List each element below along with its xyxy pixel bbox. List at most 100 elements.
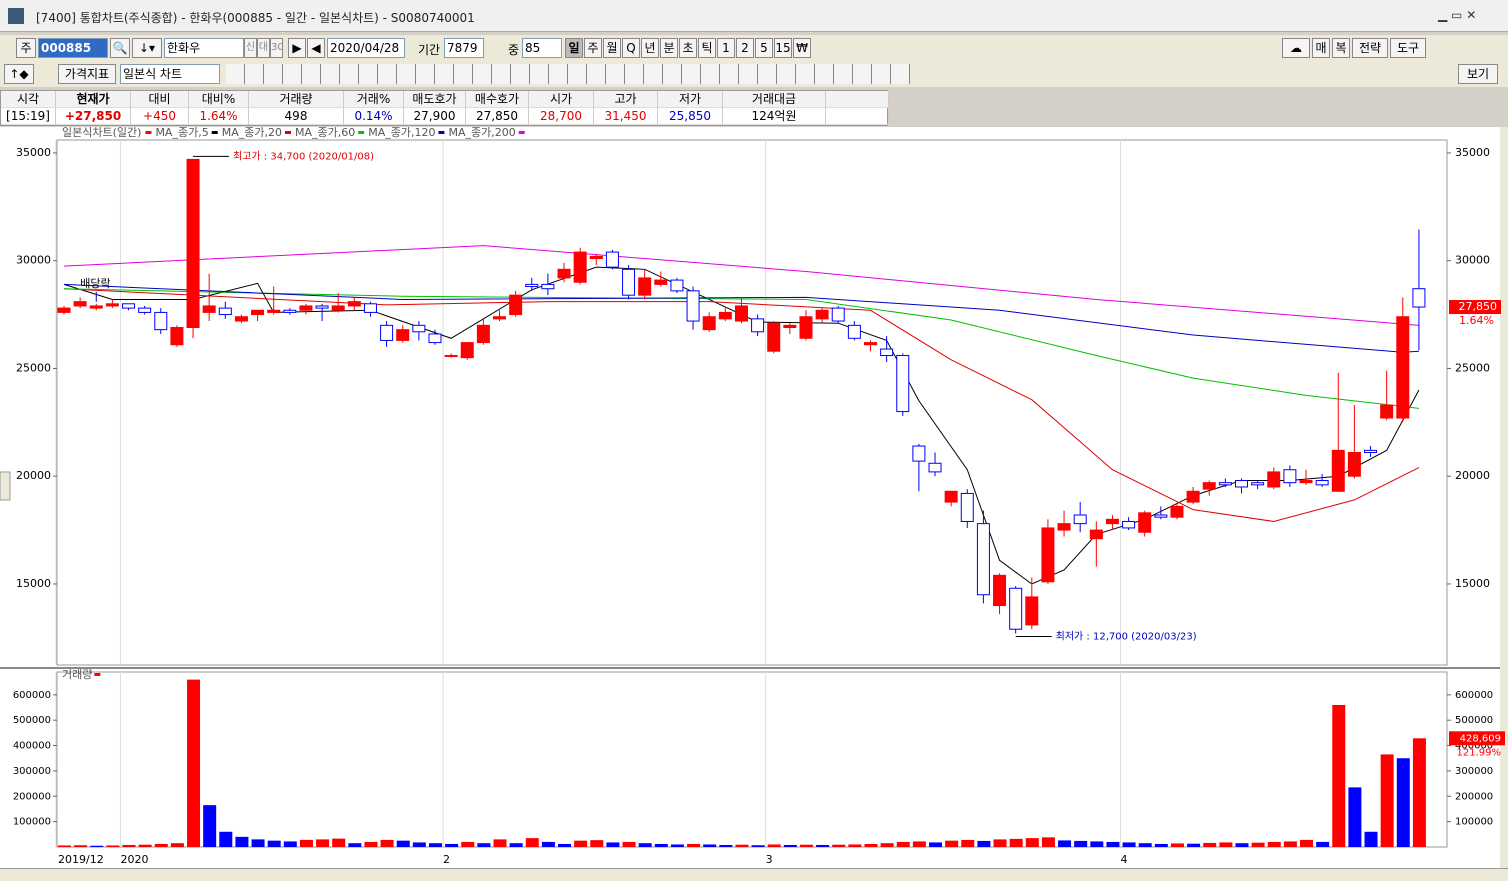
candle-body: [976, 523, 990, 596]
quote-header: 매도호가: [404, 91, 466, 108]
candle-body: [363, 303, 377, 313]
volume-bar: [170, 843, 184, 847]
sort-btn[interactable]: ↓▾: [132, 38, 162, 58]
candle-body: [622, 268, 636, 296]
right-button[interactable]: 도구: [1390, 38, 1426, 58]
arrows-btn[interactable]: ↑◆: [4, 64, 34, 84]
volume-bar: [670, 844, 684, 847]
candle-body: [1283, 469, 1297, 484]
volume-bar: [58, 845, 71, 847]
quote-header: 시가: [529, 91, 594, 108]
candle-body: [831, 307, 845, 322]
candle-body: [1073, 514, 1087, 525]
quote-header: 저가: [658, 91, 723, 108]
period-button[interactable]: ₩: [793, 38, 811, 58]
window-controls[interactable]: ▁ ▭ ✕: [1438, 8, 1477, 22]
y-tick-label: 30000: [16, 254, 51, 267]
candle-body: [767, 322, 781, 352]
volume-bar: [332, 838, 346, 847]
candle-body: [944, 490, 958, 503]
count-input[interactable]: 85: [522, 38, 562, 58]
candle-body: [1170, 505, 1184, 518]
left-handle: [0, 471, 11, 501]
name-input[interactable]: 한화우: [164, 38, 244, 58]
right-button[interactable]: 매: [1312, 38, 1330, 58]
volume-bar: [477, 843, 491, 847]
date-input[interactable]: 2020/04/28: [327, 38, 405, 58]
search-btn[interactable]: 🔍: [110, 38, 130, 58]
quote-cell: 25,850: [658, 108, 723, 125]
period-input[interactable]: 7879: [444, 38, 484, 58]
candle-body: [331, 305, 345, 311]
volume-bar: [977, 840, 991, 847]
window-title: [7400] 통합차트(주식종합) - 한화우(000885 - 일간 - 일본…: [36, 11, 475, 25]
volume-bar: [461, 841, 475, 847]
candle-body: [493, 316, 507, 320]
volume-bar: [1106, 841, 1120, 847]
volume-bar: [832, 844, 846, 847]
code-input[interactable]: 000885: [38, 38, 108, 58]
period-button[interactable]: 1: [717, 38, 735, 58]
code-label[interactable]: 주: [16, 38, 36, 58]
y-tick-label: 35000: [16, 146, 51, 159]
period-button[interactable]: 2: [736, 38, 754, 58]
period-button[interactable]: 분: [660, 38, 678, 58]
chart-style-select[interactable]: 일본식 차트: [120, 64, 220, 84]
volume-bar: [235, 836, 249, 847]
period-button[interactable]: 월: [603, 38, 621, 58]
annotation: 최저가 : 12,700 (2020/03/23): [1056, 631, 1197, 643]
volume-bar: [412, 842, 426, 847]
volume-bar: [929, 842, 943, 847]
ma-line: [63, 288, 1419, 409]
volume-bar: [1332, 704, 1346, 847]
period-button[interactable]: 15: [774, 38, 792, 58]
volume-bar: [1412, 738, 1426, 847]
candle-body: [428, 333, 442, 344]
period-button[interactable]: 주: [584, 38, 602, 58]
period-button[interactable]: 틱: [698, 38, 716, 58]
name-tag[interactable]: 신: [244, 38, 257, 58]
quote-cell: 31,450: [594, 108, 658, 125]
quote-cell: +27,850: [56, 108, 131, 125]
period-button[interactable]: 초: [679, 38, 697, 58]
period-button[interactable]: Q: [622, 38, 640, 58]
toolbar-row-1: 주 000885 🔍 ↓▾ 한화우 신 대 30 ▶ ◀ 2020/04/28 기간…: [0, 35, 1508, 61]
cloud-btn[interactable]: ☁: [1282, 38, 1310, 58]
candle-body: [1331, 449, 1345, 492]
scroll-bar[interactable]: [0, 868, 1508, 881]
candle-body: [654, 279, 668, 285]
prev-btn[interactable]: ◀: [307, 38, 325, 58]
legend-swatch: [284, 131, 291, 134]
right-button[interactable]: 전략: [1352, 38, 1388, 58]
candle-body: [847, 324, 861, 339]
volume-bar: [283, 841, 297, 847]
last-price-label: 27,850: [1459, 300, 1498, 313]
volume-bar: [348, 843, 362, 847]
period-button[interactable]: 년: [641, 38, 659, 58]
name-tag[interactable]: 30: [270, 38, 284, 58]
candle-body: [283, 309, 297, 313]
volume-bar: [1154, 843, 1168, 847]
volume-bar: [154, 843, 168, 847]
volume-bar: [1364, 831, 1378, 847]
period-button[interactable]: 5: [755, 38, 773, 58]
volume-bar: [816, 844, 830, 847]
volume-bar: [1203, 842, 1217, 847]
candle-body: [1218, 482, 1232, 486]
legend-entry: MA_종가,200: [448, 127, 515, 139]
candle-body: [799, 316, 813, 339]
indicator-btn[interactable]: 가격지표: [58, 64, 116, 84]
right-button[interactable]: 복: [1332, 38, 1350, 58]
candle-body: [573, 251, 587, 283]
volume-bar: [1122, 842, 1136, 847]
drawing-tools[interactable]: [226, 64, 910, 84]
candle-body: [686, 290, 700, 322]
ma-line: [63, 245, 1419, 326]
vol-y-tick-label: 400000: [1455, 741, 1493, 752]
view-btn[interactable]: 보기: [1458, 64, 1498, 84]
name-tag[interactable]: 대: [257, 38, 270, 58]
x-tick-label: 2: [443, 853, 450, 866]
period-button[interactable]: 일: [565, 38, 583, 58]
next-btn[interactable]: ▶: [288, 38, 306, 58]
last-change-label: 1.64%: [1459, 314, 1494, 327]
